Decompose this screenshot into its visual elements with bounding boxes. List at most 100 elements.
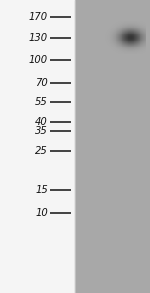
Bar (105, 53, 106, 54)
Bar (110, 36, 111, 37)
Bar (112, 50, 113, 51)
Bar (82, 44, 83, 45)
Bar (144, 33, 145, 34)
Bar (90, 29, 91, 30)
Bar (98, 43, 99, 44)
Bar (88, 23, 89, 24)
Bar (97, 25, 98, 26)
Bar (111, 47, 112, 48)
Bar (86, 39, 87, 40)
Bar (141, 41, 142, 42)
Bar (98, 23, 99, 24)
Bar (132, 38, 133, 39)
Bar (145, 52, 146, 53)
Bar (144, 22, 145, 23)
Bar (141, 35, 142, 36)
Bar (145, 35, 146, 36)
Bar (141, 36, 142, 37)
Bar (108, 44, 109, 45)
Bar (87, 26, 88, 27)
Bar (81, 29, 82, 30)
Bar (94, 30, 95, 31)
Bar (136, 45, 137, 46)
Bar (89, 40, 90, 41)
Bar (87, 22, 88, 23)
Bar (100, 30, 101, 31)
Bar (97, 26, 98, 27)
Bar (103, 47, 104, 48)
Bar (109, 52, 110, 53)
Bar (109, 38, 110, 39)
Bar (141, 25, 142, 26)
Bar (112, 39, 113, 40)
Bar (114, 29, 115, 30)
Bar (109, 36, 110, 37)
Bar (123, 46, 124, 47)
Bar (122, 34, 123, 35)
Bar (123, 51, 124, 52)
Bar (117, 37, 118, 38)
Bar (122, 53, 123, 54)
Bar (124, 27, 125, 28)
Bar (91, 45, 92, 46)
Text: 25: 25 (35, 146, 48, 156)
Bar (118, 31, 119, 32)
Bar (124, 22, 125, 23)
Bar (116, 36, 117, 37)
Bar (84, 40, 85, 41)
Bar (120, 28, 121, 29)
Bar (108, 23, 109, 24)
Bar (87, 40, 88, 41)
Bar (78, 42, 79, 43)
Bar (107, 47, 108, 48)
Bar (144, 44, 145, 45)
Bar (134, 49, 135, 50)
Bar (94, 24, 95, 25)
Bar (117, 21, 118, 22)
Bar (80, 25, 81, 26)
Bar (122, 30, 123, 31)
Bar (102, 41, 103, 42)
Bar (80, 23, 81, 24)
Text: 10: 10 (35, 208, 48, 218)
Bar (100, 48, 101, 49)
Bar (123, 29, 124, 30)
Bar (117, 39, 118, 40)
Bar (124, 25, 125, 26)
Bar (120, 33, 121, 34)
Bar (93, 42, 94, 43)
Bar (102, 34, 103, 35)
Bar (126, 34, 127, 35)
Bar (127, 38, 128, 39)
Bar (129, 37, 130, 38)
Bar (131, 53, 132, 54)
Bar (108, 40, 109, 41)
Bar (124, 40, 125, 41)
Bar (84, 29, 85, 30)
Bar (121, 22, 122, 23)
Bar (81, 52, 82, 53)
Bar (142, 34, 143, 35)
Bar (128, 51, 129, 52)
Bar (132, 21, 133, 22)
Bar (126, 38, 127, 39)
Bar (125, 46, 126, 47)
Bar (93, 49, 94, 50)
Bar (122, 37, 123, 38)
Bar (109, 40, 110, 41)
Bar (109, 28, 110, 29)
Bar (136, 34, 137, 35)
Bar (121, 46, 122, 47)
Bar (105, 22, 106, 23)
Bar (102, 39, 103, 40)
Bar (144, 29, 145, 30)
Bar (79, 26, 80, 27)
Bar (115, 22, 116, 23)
Bar (138, 28, 139, 29)
Bar (127, 26, 128, 27)
Bar (97, 29, 98, 30)
Bar (134, 51, 135, 52)
Bar (105, 36, 106, 37)
Bar (107, 24, 108, 25)
Bar (145, 48, 146, 49)
